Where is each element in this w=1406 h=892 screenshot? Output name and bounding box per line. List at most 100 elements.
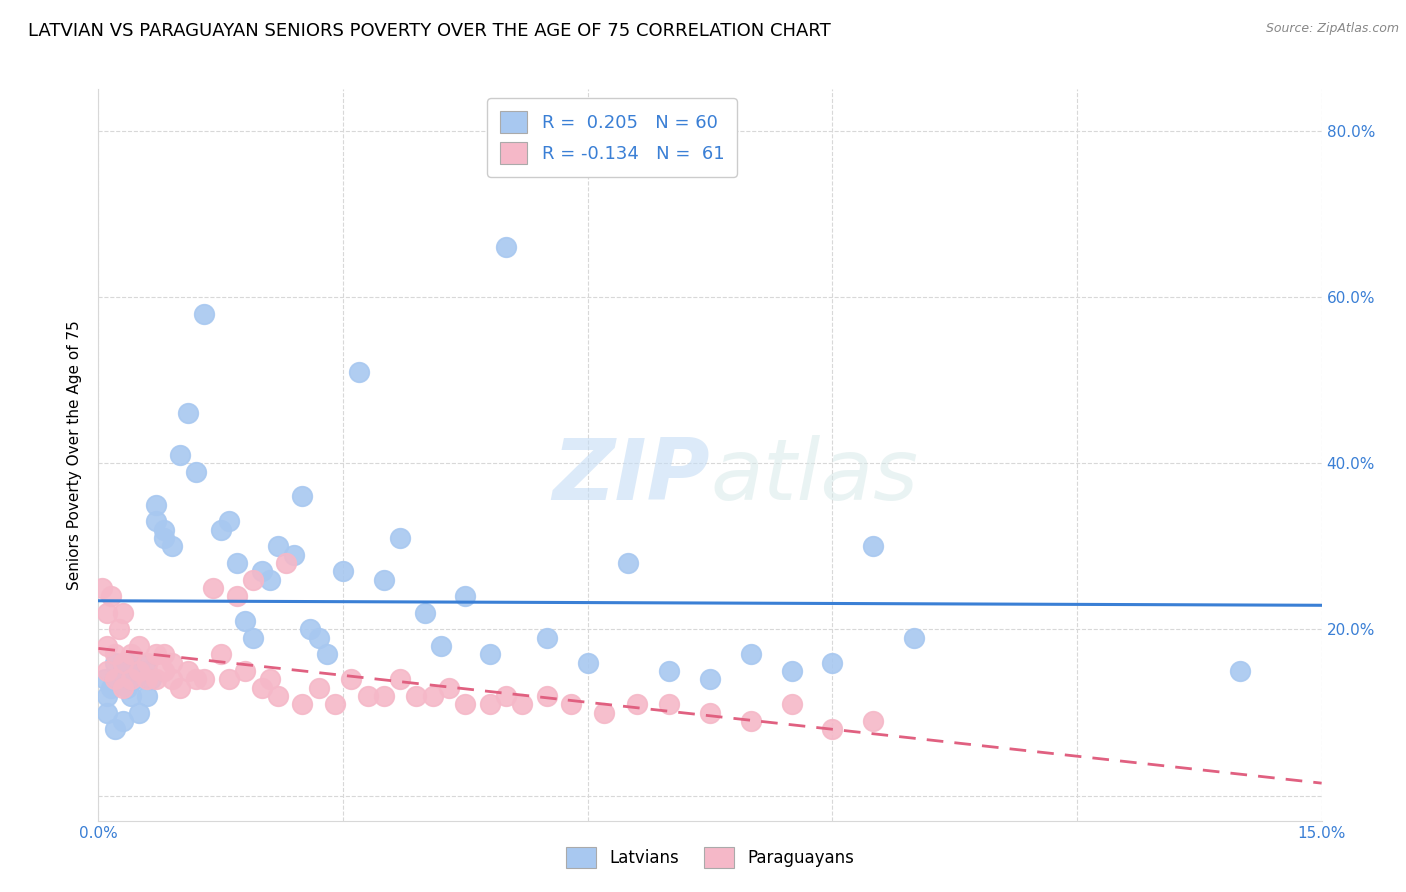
Point: [437, 681, 460, 695]
Point: [576, 656, 599, 670]
Legend: Latvians, Paraguayans: Latvians, Paraguayans: [560, 841, 860, 874]
Point: [120, 689, 142, 703]
Text: atlas: atlas: [710, 435, 918, 518]
Point: [193, 673, 215, 687]
Point: [250, 681, 273, 695]
Point: [242, 573, 264, 587]
Point: [626, 698, 648, 712]
Point: [108, 673, 131, 687]
Point: [96, 606, 118, 620]
Point: [308, 631, 330, 645]
Point: [104, 673, 127, 687]
Point: [495, 240, 517, 254]
Point: [389, 673, 412, 687]
Point: [111, 714, 134, 728]
Y-axis label: Seniors Poverty Over the Age of 75: Seniors Poverty Over the Age of 75: [67, 320, 83, 590]
Point: [349, 365, 371, 379]
Point: [495, 689, 517, 703]
Point: [259, 573, 281, 587]
Point: [699, 673, 721, 687]
Point: [454, 698, 477, 712]
Point: [658, 664, 681, 678]
Point: [141, 673, 163, 687]
Point: [740, 648, 762, 662]
Point: [111, 664, 134, 678]
Point: [186, 465, 208, 479]
Point: [104, 656, 127, 670]
Point: [169, 448, 191, 462]
Point: [1229, 664, 1251, 678]
Point: [145, 648, 167, 662]
Point: [152, 648, 174, 662]
Point: [226, 589, 249, 603]
Point: [405, 689, 427, 703]
Point: [536, 631, 558, 645]
Point: [96, 689, 118, 703]
Point: [94, 673, 117, 687]
Point: [169, 681, 191, 695]
Point: [152, 531, 174, 545]
Point: [274, 556, 297, 570]
Point: [478, 648, 501, 662]
Point: [120, 673, 142, 687]
Point: [332, 564, 354, 578]
Point: [136, 656, 159, 670]
Point: [96, 664, 118, 678]
Point: [250, 564, 273, 578]
Point: [128, 656, 150, 670]
Point: [512, 698, 534, 712]
Point: [100, 589, 122, 603]
Point: [104, 648, 127, 662]
Point: [699, 706, 721, 720]
Text: ZIP: ZIP: [553, 435, 710, 518]
Point: [152, 523, 174, 537]
Point: [862, 714, 884, 728]
Point: [658, 698, 681, 712]
Point: [617, 556, 640, 570]
Point: [780, 698, 803, 712]
Point: [267, 539, 290, 553]
Point: [152, 664, 174, 678]
Point: [323, 698, 346, 712]
Point: [373, 573, 395, 587]
Point: [209, 523, 232, 537]
Point: [177, 664, 200, 678]
Point: [201, 581, 224, 595]
Point: [108, 623, 131, 637]
Point: [821, 656, 844, 670]
Point: [218, 515, 240, 529]
Point: [145, 515, 167, 529]
Point: [413, 606, 436, 620]
Point: [96, 706, 118, 720]
Point: [111, 656, 134, 670]
Point: [356, 689, 378, 703]
Point: [478, 698, 501, 712]
Point: [903, 631, 925, 645]
Point: [430, 639, 453, 653]
Point: [454, 589, 477, 603]
Point: [145, 498, 167, 512]
Point: [340, 673, 363, 687]
Point: [111, 606, 134, 620]
Point: [124, 673, 146, 687]
Point: [560, 698, 582, 712]
Text: Source: ZipAtlas.com: Source: ZipAtlas.com: [1265, 22, 1399, 36]
Point: [160, 673, 183, 687]
Point: [821, 723, 844, 737]
Point: [136, 689, 159, 703]
Point: [291, 490, 314, 504]
Point: [128, 664, 150, 678]
Point: [193, 307, 215, 321]
Point: [177, 406, 200, 420]
Point: [128, 639, 150, 653]
Point: [209, 648, 232, 662]
Point: [91, 581, 114, 595]
Point: [389, 531, 412, 545]
Point: [96, 639, 118, 653]
Point: [145, 673, 167, 687]
Point: [104, 723, 127, 737]
Point: [115, 681, 138, 695]
Point: [120, 656, 142, 670]
Point: [315, 648, 337, 662]
Point: [536, 689, 558, 703]
